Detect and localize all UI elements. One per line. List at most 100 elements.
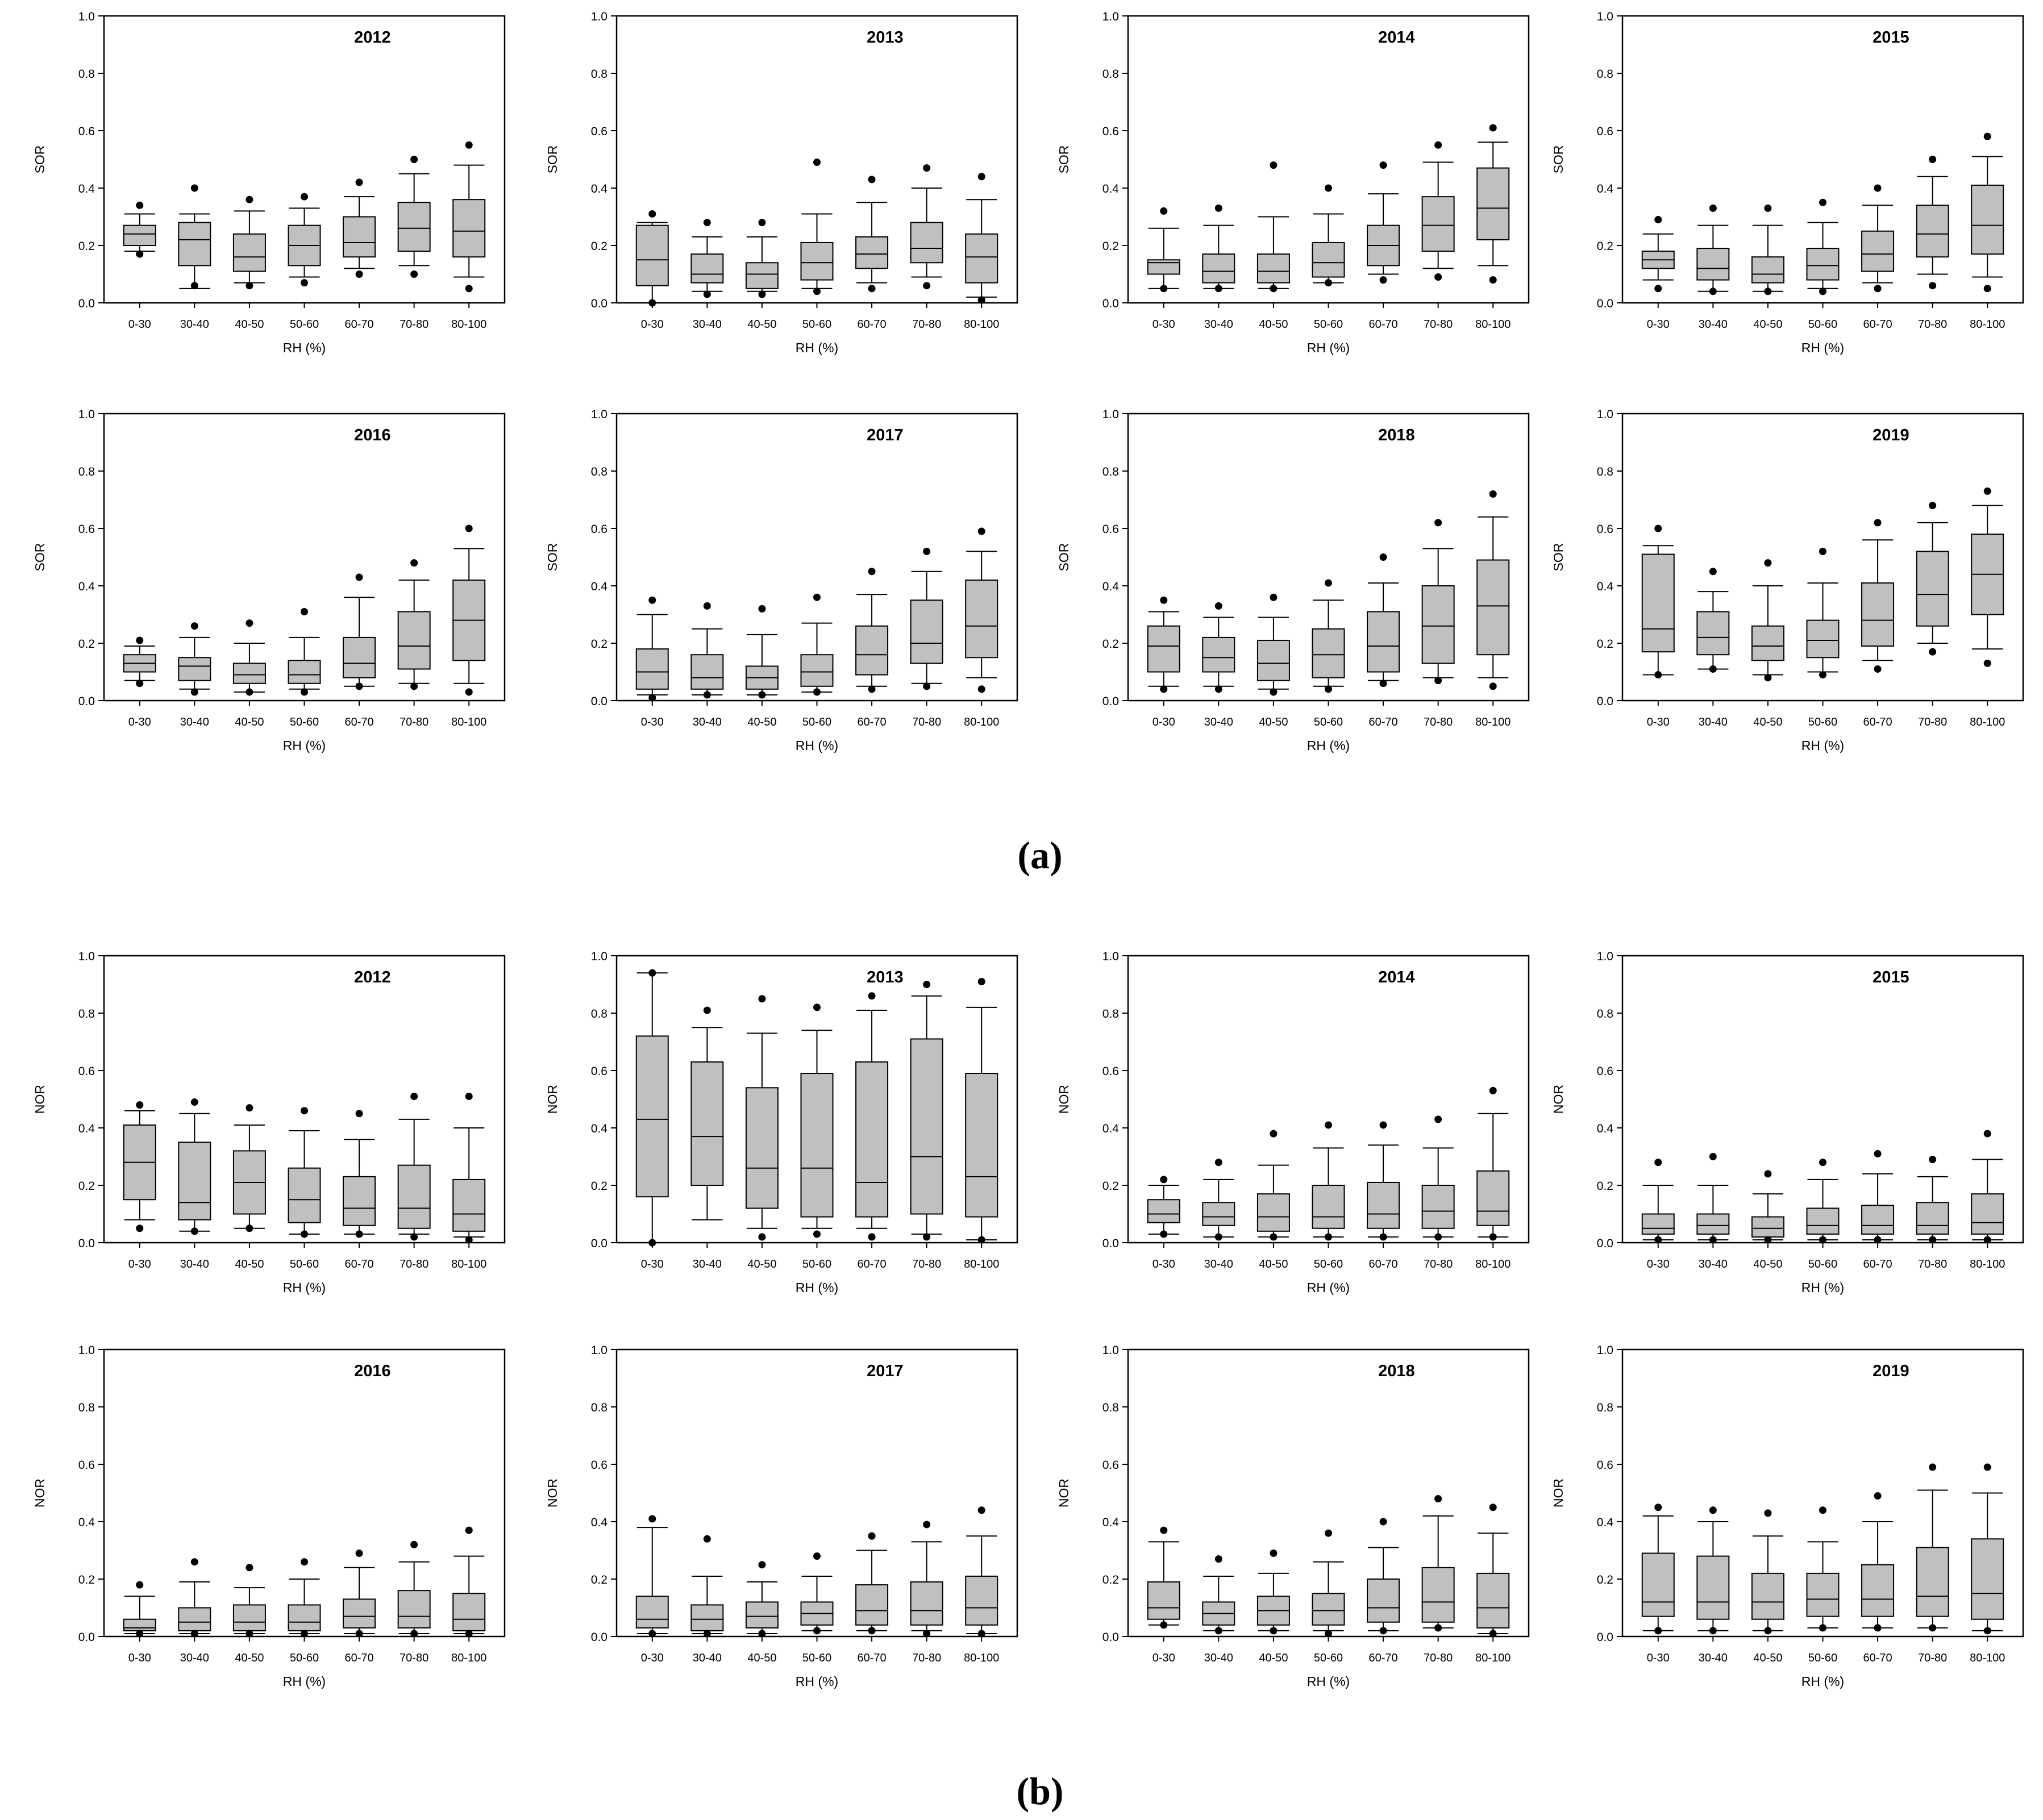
chart-1-box-4-iqr [855, 236, 889, 269]
chart-10-box-4-outlier-1 [1379, 1233, 1387, 1241]
chart-0-xlabel: RH (%) [283, 340, 326, 355]
chart-7-box-2 [1751, 559, 1784, 682]
chart-11-ytick-label-5: 1.0 [1597, 950, 1613, 963]
chart-15-ytick-label-2: 0.4 [1597, 1516, 1614, 1529]
chart-14-box-6 [1476, 1504, 1510, 1638]
chart-12-box-6-iqr [452, 1593, 486, 1631]
chart-4-box-3-outlier-1 [301, 688, 308, 696]
chart-8-xlabel: RH (%) [283, 1280, 326, 1295]
chart-3-xtick-label-1: 30-40 [1699, 318, 1728, 331]
chart-7-xtick-label-0: 0-30 [1647, 716, 1670, 728]
chart-14-box-6-iqr [1476, 1572, 1510, 1629]
chart-2-title: 2014 [1378, 28, 1415, 47]
chart-4-box-5-outlier-0 [410, 559, 418, 567]
chart-7-box-2-outlier-0 [1764, 559, 1772, 567]
chart-11-box-6-iqr [1971, 1193, 2004, 1235]
chart-10-box-6-iqr [1476, 1170, 1510, 1226]
chart-12-xlabel: RH (%) [283, 1674, 326, 1689]
chart-2-box-0 [1147, 207, 1180, 293]
chart-8-box-3-outlier-1 [301, 1230, 308, 1238]
chart-13-xtick-label-0: 0-30 [641, 1652, 664, 1664]
chart-13: 0.0 0.2 0.4 0.6 0.8 1.0 NOR RH (%) 2017 0-30 30-40… [545, 1344, 1018, 1689]
chart-7-title: 2019 [1873, 426, 1909, 444]
chart-13-box-0-iqr [635, 1596, 669, 1629]
chart-14-box-1-outlier-1 [1214, 1627, 1222, 1635]
chart-3-box-2-outlier-1 [1764, 288, 1772, 295]
chart-10-xtick-label-6: 80-100 [1475, 1258, 1511, 1271]
chart-4-box-1-outlier-0 [190, 622, 198, 630]
chart-4-title: 2016 [354, 426, 391, 444]
chart-15-box-1-outlier-1 [1709, 1627, 1717, 1635]
chart-6-ytick-label-5: 1.0 [1102, 408, 1119, 421]
chart-9-box-0-iqr [635, 1035, 669, 1198]
chart-1-box-3-outlier-0 [813, 159, 821, 166]
chart-2-xtick-label-4: 60-70 [1368, 318, 1397, 331]
chart-4-box-0-outlier-1 [136, 680, 144, 688]
chart-2-xtick-label-3: 50-60 [1314, 318, 1343, 331]
chart-9-xtick-label-3: 50-60 [802, 1258, 831, 1271]
chart-13-box-2-iqr [745, 1601, 779, 1629]
chart-11-box-1-outlier-1 [1709, 1236, 1717, 1244]
chart-15-xlabel: RH (%) [1801, 1674, 1844, 1689]
chart-4-box-4 [343, 573, 376, 690]
chart-14-ytick-label-1: 0.2 [1102, 1573, 1119, 1586]
chart-7-xlabel: RH (%) [1801, 738, 1844, 753]
chart-8-box-2-outlier-1 [246, 1225, 253, 1232]
chart-8-xtick-label-4: 60-70 [344, 1258, 373, 1271]
chart-2-box-4-outlier-1 [1379, 276, 1387, 284]
chart-8-box-6 [452, 1092, 486, 1244]
chart-9-box-1 [690, 1006, 724, 1221]
chart-4-box-5-iqr [397, 611, 431, 670]
chart-6-box-0-outlier-1 [1160, 685, 1168, 693]
chart-13-xtick-label-3: 50-60 [802, 1652, 831, 1664]
chart-6-xtick-label-6: 80-100 [1475, 716, 1511, 728]
chart-7-xtick-label-5: 70-80 [1918, 716, 1947, 728]
chart-5-box-1 [690, 602, 724, 699]
chart-12-ytick-label-5: 1.0 [78, 1344, 95, 1357]
chart-1-ytick-label-4: 0.8 [591, 68, 608, 81]
chart-4-ytick-label-2: 0.4 [78, 580, 95, 593]
chart-3-xtick-label-0: 0-30 [1647, 318, 1670, 331]
chart-14-box-1-outlier-0 [1214, 1555, 1222, 1563]
chart-0: 0.0 0.2 0.4 0.6 0.8 1.0 SOR RH (%) 2012 0-30 30-40… [32, 10, 506, 355]
chart-13-box-1-iqr [690, 1604, 724, 1631]
chart-13-box-1-outlier-0 [703, 1535, 711, 1543]
chart-12-box-3-outlier-1 [301, 1630, 308, 1638]
chart-2-box-5 [1421, 141, 1455, 281]
chart-13-xtick-label-1: 30-40 [693, 1652, 722, 1664]
chart-9-box-0-outlier-1 [648, 1239, 656, 1247]
chart-0-box-0-outlier-0 [136, 201, 144, 209]
chart-11-box-5-outlier-0 [1929, 1156, 1937, 1164]
chart-10-box-3 [1312, 1121, 1345, 1241]
chart-15-box-4-outlier-1 [1874, 1624, 1882, 1632]
chart-4-box-1-outlier-1 [190, 688, 198, 696]
chart-0-xtick-label-0: 0-30 [128, 318, 151, 331]
chart-14-title: 2018 [1378, 1362, 1415, 1380]
chart-7-xtick-label-6: 80-100 [1970, 716, 2005, 728]
chart-1-box-1-iqr [690, 253, 724, 284]
chart-6: 0.0 0.2 0.4 0.6 0.8 1.0 SOR RH (%) 2018 0-30 30-40… [1056, 408, 1530, 753]
chart-11-ytick-label-0: 0.0 [1597, 1237, 1613, 1250]
chart-11-box-0 [1641, 1159, 1675, 1244]
chart-6-box-6-outlier-0 [1489, 490, 1497, 498]
chart-15-box-5-iqr [1916, 1547, 1949, 1617]
chart-12-xtick-label-0: 0-30 [128, 1652, 151, 1664]
chart-10-xtick-label-3: 50-60 [1314, 1258, 1343, 1271]
chart-12-box-2 [232, 1564, 266, 1638]
chart-8-xtick-label-5: 70-80 [400, 1258, 428, 1271]
chart-10-ytick-label-2: 0.4 [1102, 1122, 1120, 1135]
chart-11-xtick-label-1: 30-40 [1699, 1258, 1728, 1271]
chart-4-ytick-label-5: 1.0 [78, 408, 95, 421]
chart-4-xtick-label-3: 50-60 [290, 716, 319, 728]
chart-3-ytick-label-3: 0.6 [1597, 125, 1613, 138]
chart-12-box-1-outlier-0 [190, 1558, 198, 1566]
chart-10-box-3-outlier-1 [1325, 1233, 1332, 1241]
chart-8-box-3-iqr [288, 1167, 321, 1223]
chart-9-box-3-outlier-0 [813, 1003, 821, 1011]
chart-5-box-1-outlier-0 [703, 602, 711, 610]
chart-15-box-5-outlier-1 [1929, 1624, 1937, 1632]
chart-4-xtick-label-6: 80-100 [451, 716, 486, 728]
chart-12-ytick-label-2: 0.4 [78, 1516, 95, 1529]
chart-9-box-5-outlier-1 [923, 1233, 931, 1241]
chart-8-box-4 [343, 1110, 376, 1238]
